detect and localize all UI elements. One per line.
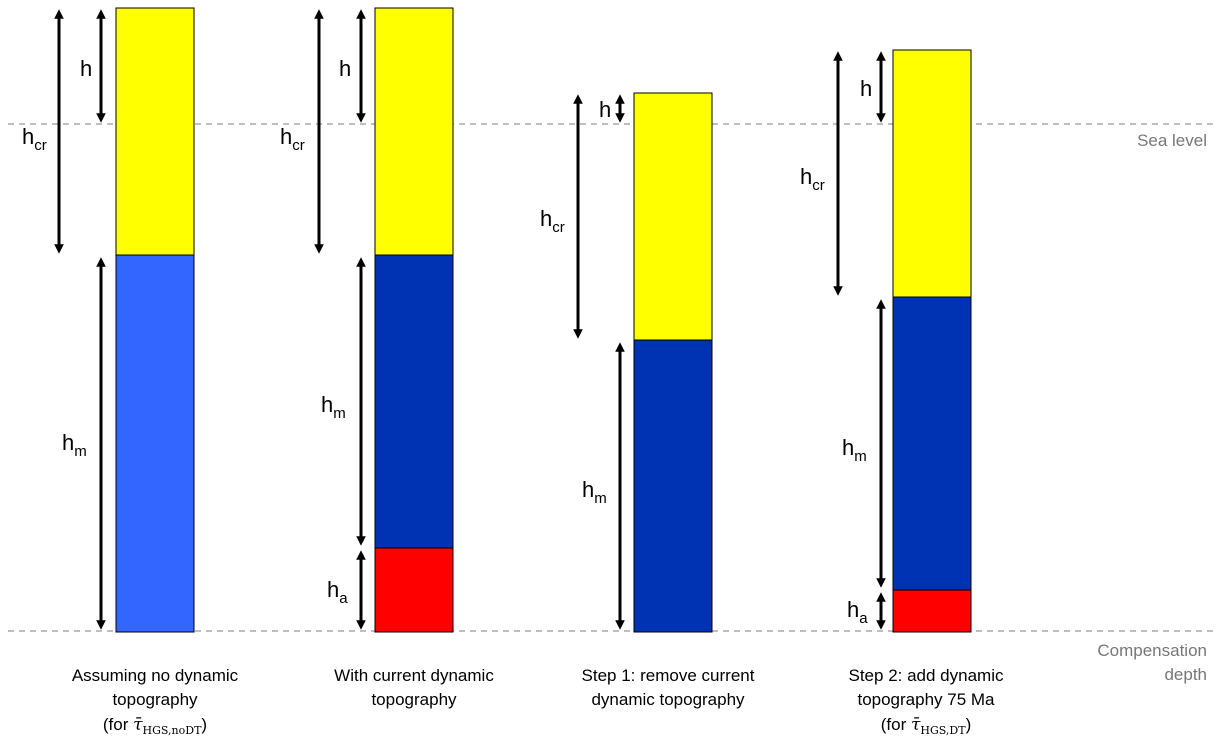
caption-line-2: topography [371, 690, 457, 709]
crust-layer [115, 7, 195, 256]
caption-column-4: Step 2: add dynamic topography 75 Ma (fo… [849, 666, 1004, 737]
caption-line-1: Step 1: remove current [582, 666, 755, 685]
column-current-dynamic-topography: h hcr hm ha [280, 7, 454, 633]
h-m-label: hm [62, 430, 87, 460]
h-m-label: hm [321, 392, 346, 422]
h-label: h [860, 76, 872, 101]
h-label: h [339, 56, 351, 81]
crust-layer [892, 49, 972, 298]
h-cr-label: hcr [800, 164, 825, 194]
sea-level-label: Sea level [1137, 131, 1207, 150]
column-step2-add-dynamic-topography: h hcr hm ha [800, 49, 972, 633]
crust-layer [633, 92, 713, 341]
caption-line-2: dynamic topography [591, 690, 745, 709]
h-a-label: ha [327, 577, 348, 607]
caption-column-2: With current dynamic topography [334, 666, 494, 709]
caption-line-2: topography 75 Ma [857, 690, 995, 709]
compensation-depth-label-line1: Compensation [1097, 641, 1207, 660]
caption-column-1: Assuming no dynamic topography (for τ̄HG… [72, 666, 239, 737]
caption-line-1: Assuming no dynamic [72, 666, 239, 685]
asthenosphere-layer [374, 547, 454, 633]
asthenosphere-layer [892, 589, 972, 633]
caption-line-2: topography [112, 690, 198, 709]
mantle-layer [374, 254, 454, 549]
column-no-dynamic-topography: h hcr hm [22, 7, 195, 633]
crust-layer [374, 7, 454, 256]
h-m-label: hm [582, 477, 607, 507]
h-cr-label: hcr [22, 124, 47, 154]
caption-line-3: (for τ̄HGS,DT) [881, 715, 972, 737]
mantle-layer [115, 254, 195, 633]
h-cr-label: hcr [540, 206, 565, 236]
h-label: h [80, 56, 92, 81]
h-cr-label: hcr [280, 124, 305, 154]
column-step1-remove-dynamic-topography: h hcr hm [540, 92, 713, 633]
h-a-label: ha [847, 597, 868, 627]
compensation-depth-label-line2: depth [1164, 665, 1207, 684]
caption-line-1: Step 2: add dynamic [849, 666, 1004, 685]
h-label: h [599, 97, 611, 122]
mantle-layer [892, 296, 972, 591]
mantle-layer [633, 339, 713, 633]
caption-line-3: (for τ̄HGS,noDT) [103, 715, 207, 737]
caption-column-3: Step 1: remove current dynamic topograph… [582, 666, 755, 709]
caption-line-1: With current dynamic [334, 666, 494, 685]
h-m-label: hm [842, 435, 867, 465]
